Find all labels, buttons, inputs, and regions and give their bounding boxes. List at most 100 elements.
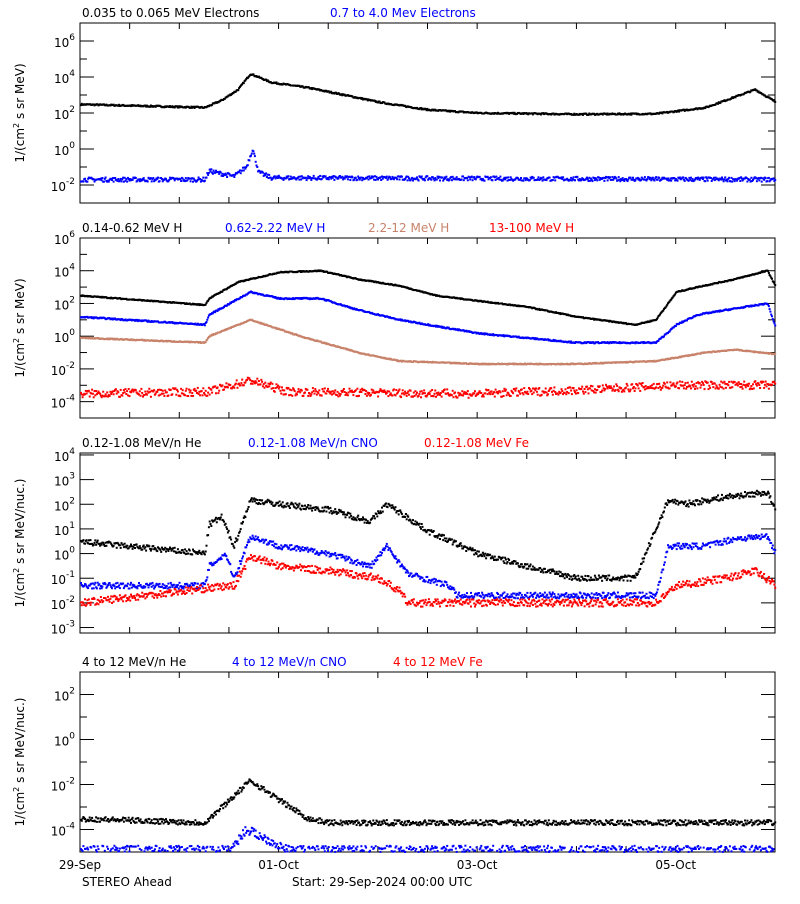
y-axis-label: 1/(cm2 s sr MeV) [12, 63, 27, 162]
data-point [101, 177, 103, 179]
data-point [298, 388, 300, 390]
data-point [197, 387, 199, 389]
data-point [129, 395, 131, 397]
data-point [774, 325, 776, 327]
data-point [677, 180, 679, 182]
data-point [211, 392, 213, 394]
y-tick-label: 104 [54, 69, 75, 86]
data-point [205, 341, 207, 343]
data-point [352, 176, 354, 178]
data-point [576, 176, 578, 178]
data-point [723, 180, 725, 182]
data-point [227, 386, 229, 388]
data-point [349, 388, 351, 390]
y-tick-label: 106 [54, 230, 75, 247]
data-point [704, 180, 706, 182]
data-point [434, 390, 436, 392]
data-point [416, 392, 418, 394]
y-tick-label: 102 [54, 295, 75, 312]
data-point [441, 396, 443, 398]
data-point [396, 178, 398, 180]
data-point [431, 389, 433, 391]
data-point [271, 383, 273, 385]
data-point [456, 176, 458, 178]
data-point [368, 392, 370, 394]
data-point [179, 395, 181, 397]
data-point [549, 177, 551, 179]
data-point [630, 177, 632, 179]
data-point [323, 391, 325, 393]
data-point [115, 388, 117, 390]
data-point [296, 393, 298, 395]
data-point [439, 180, 441, 182]
y-tick-base: 10 [51, 397, 66, 411]
data-point [495, 176, 497, 178]
data-point [771, 315, 773, 317]
data-point [632, 177, 634, 179]
data-point [429, 393, 431, 395]
data-point [162, 390, 164, 392]
y-axis-label-part: s sr MeV) [13, 278, 27, 338]
data-point [538, 176, 540, 178]
data-point [774, 284, 776, 286]
data-point [768, 272, 770, 274]
data-point [291, 389, 293, 391]
data-point [463, 179, 465, 181]
data-point [750, 177, 752, 179]
data-point [185, 177, 187, 179]
data-point [147, 181, 149, 183]
data-point [451, 394, 453, 396]
data-point [452, 390, 454, 392]
data-point [658, 177, 660, 179]
data-point [609, 176, 611, 178]
data-point [84, 178, 86, 180]
data-point [319, 175, 321, 177]
data-point [522, 180, 524, 182]
data-point [209, 394, 211, 396]
data-point [113, 393, 115, 395]
data-point [251, 153, 253, 155]
data-point [199, 394, 201, 396]
data-point [235, 383, 237, 385]
data-point [105, 393, 107, 395]
data-point [773, 322, 775, 324]
data-point [372, 389, 374, 391]
data-point [356, 388, 358, 390]
data-point [202, 177, 204, 179]
data-point [736, 180, 738, 182]
data-point [401, 176, 403, 178]
data-point [88, 390, 90, 392]
data-point [520, 177, 522, 179]
data-point [652, 177, 654, 179]
data-point [260, 383, 262, 385]
data-point [445, 176, 447, 178]
data-point [302, 395, 304, 397]
data-point [410, 390, 412, 392]
data-point [313, 390, 315, 392]
y-axis-label-part: 1/(cm [13, 343, 27, 378]
data-point [165, 178, 167, 180]
data-point [347, 178, 349, 180]
data-point [105, 177, 107, 179]
data-point [420, 396, 422, 398]
data-point [749, 179, 751, 181]
data-point [144, 391, 146, 393]
data-point [573, 176, 575, 178]
data-point [108, 181, 110, 183]
data-point [739, 180, 741, 182]
data-point [260, 379, 262, 381]
data-point [767, 270, 769, 272]
data-point [484, 180, 486, 182]
data-point [542, 176, 544, 178]
data-point [177, 391, 179, 393]
data-point [433, 395, 435, 397]
data-point [214, 385, 216, 387]
data-point [395, 389, 397, 391]
data-point [157, 177, 159, 179]
data-point [268, 174, 270, 176]
data-point [210, 389, 212, 391]
data-point [391, 395, 393, 397]
y-tick-exponent: -2 [66, 177, 75, 187]
data-point [180, 180, 182, 182]
y-tick-base: 10 [54, 331, 69, 345]
